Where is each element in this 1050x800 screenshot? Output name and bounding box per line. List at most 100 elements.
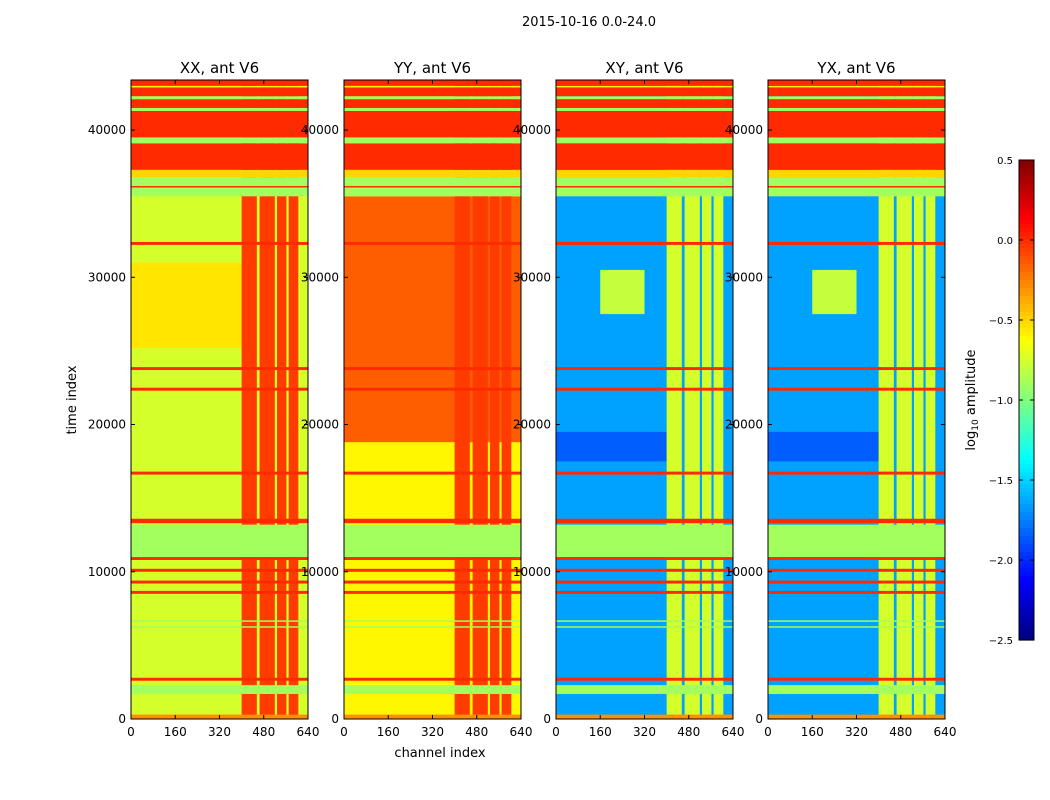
y-tick-label: 10000	[88, 565, 126, 579]
colorbar-segment	[1019, 196, 1034, 201]
colorbar-segment	[1019, 596, 1034, 601]
panel-title: XY, ant V6	[605, 59, 683, 77]
colorbar-segment	[1019, 412, 1034, 417]
heatmap-flag-band	[131, 85, 308, 88]
heatmap-flag-band	[131, 169, 308, 178]
colorbar-segment	[1019, 384, 1034, 389]
colorbar-segment	[1019, 168, 1034, 173]
colorbar-segment	[1019, 536, 1034, 541]
x-tick-label: 160	[801, 725, 824, 739]
x-tick-label: 320	[633, 725, 656, 739]
colorbar-segment	[1019, 260, 1034, 265]
colorbar-segment	[1019, 484, 1034, 489]
heatmap-flag-band	[131, 186, 308, 188]
heatmap-flag-band	[768, 186, 945, 188]
heatmap-region	[812, 269, 857, 315]
heatmap-flag-band	[131, 677, 308, 681]
heatmap-flag-band	[344, 169, 521, 178]
colorbar-segment	[1019, 160, 1034, 165]
heatmap-hot-channel	[713, 80, 724, 719]
heatmap-flag-band	[556, 169, 733, 178]
heatmap-flag-band	[556, 186, 733, 188]
figure-title: 2015-10-16 0.0-24.0	[522, 15, 656, 30]
colorbar-segment	[1019, 288, 1034, 293]
heatmap-hot-channel	[501, 80, 512, 719]
colorbar-segment	[1019, 376, 1034, 381]
heatmap-flag-band	[768, 590, 945, 594]
heatmap-flag-band	[556, 137, 733, 144]
heatmap-flag-band	[344, 387, 521, 391]
heatmap-flag-band	[556, 367, 733, 371]
heatmap-flag-band	[556, 143, 733, 170]
heatmap-flag-band	[556, 241, 733, 245]
colorbar-segment	[1019, 240, 1034, 245]
heatmap-flag-band	[344, 524, 521, 558]
colorbar-segment	[1019, 184, 1034, 189]
colorbar-segment	[1019, 588, 1034, 593]
heatmap-panel: XY, ant V6 0 160 320 480 640 0 10000 20000 30000 4…	[513, 59, 745, 739]
x-tick-label: 640	[934, 725, 957, 739]
colorbar-tick-label: −2.0	[989, 556, 1013, 567]
heatmap-flag-band	[344, 590, 521, 594]
heatmap-flag-band	[556, 590, 733, 594]
colorbar-segment	[1019, 504, 1034, 509]
heatmap-flag-band	[344, 677, 521, 681]
colorbar-segment	[1019, 572, 1034, 577]
heatmap-flag-band	[344, 685, 521, 694]
heatmap-flag-band	[556, 107, 733, 111]
colorbar-segment	[1019, 432, 1034, 437]
x-tick-label: 0	[552, 725, 560, 739]
heatmap-flag-band	[768, 557, 945, 560]
colorbar-segment	[1019, 252, 1034, 257]
colorbar-segment	[1019, 556, 1034, 561]
colorbar-segment	[1019, 396, 1034, 401]
colorbar-segment	[1019, 268, 1034, 273]
heatmap-flag-band	[344, 241, 521, 245]
heatmap-flag-band	[768, 367, 945, 371]
heatmap-flag-band	[556, 110, 733, 138]
colorbar-tick-label: 0.5	[997, 156, 1013, 167]
colorbar-segment	[1019, 424, 1034, 429]
heatmap-region	[556, 431, 667, 462]
y-tick-label: 10000	[513, 565, 551, 579]
colorbar-segment	[1019, 488, 1034, 493]
x-tick-label: 480	[889, 725, 912, 739]
x-tick-label: 640	[297, 725, 320, 739]
heatmap-flag-band	[768, 96, 945, 100]
colorbar-segment	[1019, 200, 1034, 205]
colorbar-segment	[1019, 356, 1034, 361]
colorbar-segment	[1019, 340, 1034, 345]
colorbar-segment	[1019, 188, 1034, 193]
colorbar-segment	[1019, 360, 1034, 365]
heatmap-flag-band	[556, 568, 733, 572]
x-tick-label: 640	[510, 725, 533, 739]
colorbar-segment	[1019, 512, 1034, 517]
colorbar-segment	[1019, 440, 1034, 445]
heatmap-flag-band	[131, 87, 308, 97]
heatmap-flag-band	[344, 626, 521, 628]
heatmap-flag-band	[131, 685, 308, 694]
colorbar-segment	[1019, 480, 1034, 485]
heatmap-flag-band	[131, 557, 308, 560]
colorbar-segment	[1019, 568, 1034, 573]
colorbar-segment	[1019, 316, 1034, 321]
heatmap-flag-band	[768, 568, 945, 572]
heatmap-flag-band	[344, 557, 521, 560]
colorbar-segment	[1019, 284, 1034, 289]
x-tick-label: 480	[252, 725, 275, 739]
colorbar-segment	[1019, 620, 1034, 625]
heatmap-flag-band	[556, 471, 733, 475]
heatmap-region	[768, 431, 879, 462]
heatmap-flag-band	[556, 87, 733, 97]
heatmap-flag-band	[556, 557, 733, 560]
colorbar-segment	[1019, 400, 1034, 405]
colorbar-segment	[1019, 312, 1034, 317]
colorbar-segment	[1019, 324, 1034, 329]
heatmap-flag-band	[768, 143, 945, 170]
colorbar-segment	[1019, 264, 1034, 269]
colorbar-tick-label: −1.0	[989, 396, 1013, 407]
colorbar-segment	[1019, 632, 1034, 637]
heatmap-panel: YY, ant V6 0 160 320 480 640 0 10000 20000 30000 4…	[301, 59, 533, 739]
heatmap-flag-band	[131, 96, 308, 100]
heatmap-flag-band	[344, 580, 521, 584]
